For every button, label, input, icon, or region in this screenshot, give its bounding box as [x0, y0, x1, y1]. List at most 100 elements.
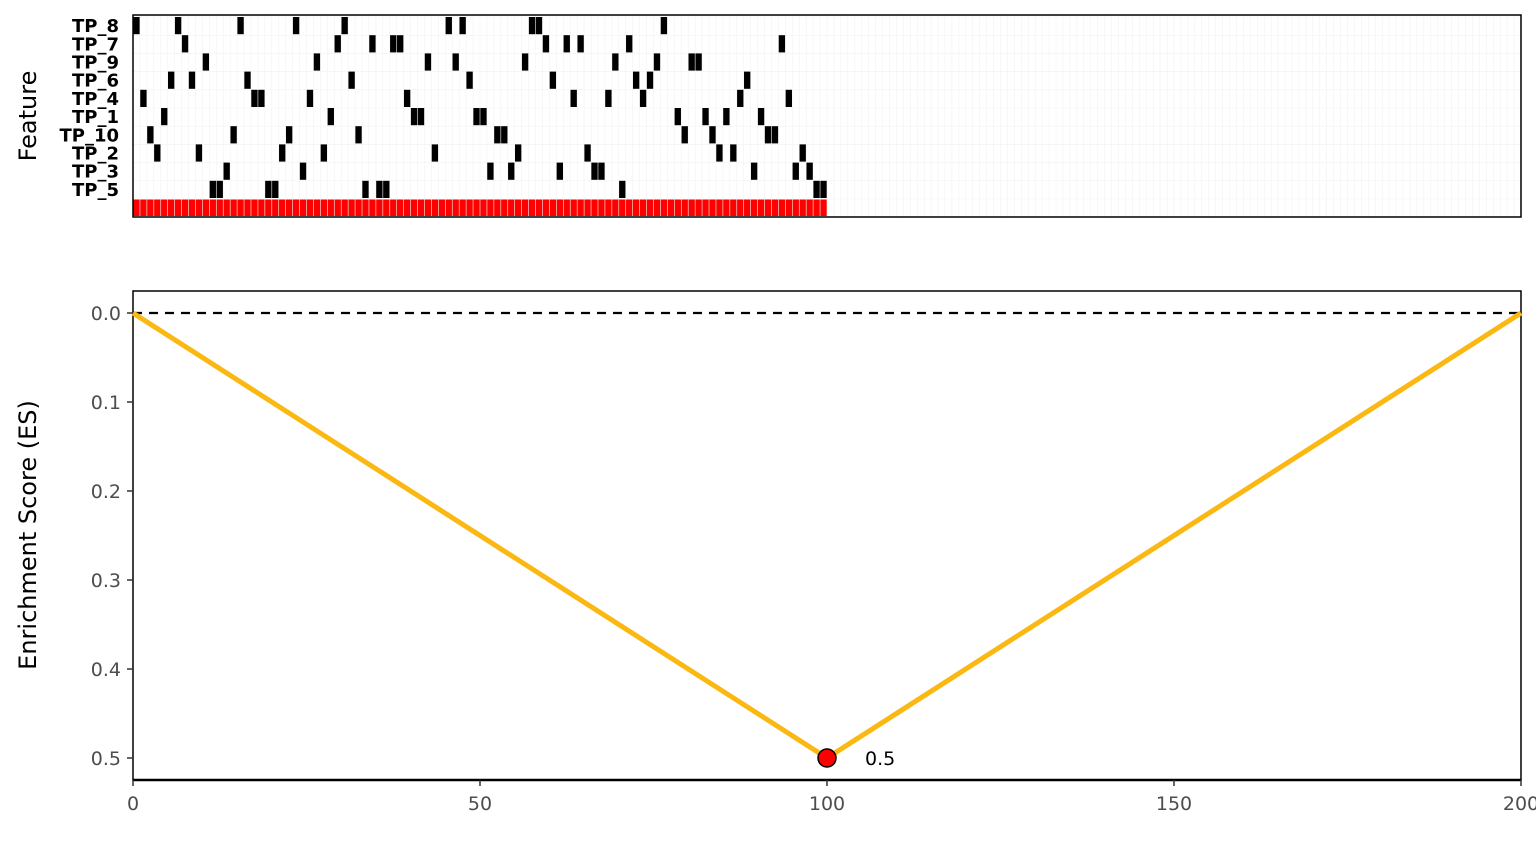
- heatmap-cell-mark: [688, 53, 695, 71]
- highlight-cell: [646, 199, 654, 216]
- highlight-cell: [626, 199, 633, 216]
- es-x-tick-label: 150: [1156, 793, 1192, 815]
- heatmap-cell-mark: [174, 17, 182, 35]
- heatmap-cell-mark: [265, 180, 272, 198]
- highlight-cell: [820, 199, 827, 216]
- heatmap-cell-mark: [334, 35, 341, 53]
- heatmap-cell-mark: [327, 108, 334, 126]
- highlight-cell: [702, 199, 709, 216]
- highlight-cell: [813, 199, 820, 216]
- highlight-cell: [549, 199, 557, 216]
- highlight-cell: [750, 199, 758, 216]
- es-peak-point: [817, 748, 837, 768]
- highlight-cell: [403, 199, 411, 216]
- heatmap-cell-mark: [133, 17, 140, 35]
- highlight-cell: [501, 199, 508, 216]
- es-y-tick-label: 0.4: [91, 659, 121, 681]
- es-panel-border: [132, 290, 1522, 781]
- heatmap-cell-mark: [320, 144, 328, 162]
- heatmap-cell-mark: [403, 89, 411, 107]
- heatmap-cell-mark: [619, 180, 626, 198]
- heatmap-cell-mark: [757, 108, 765, 126]
- heatmap-cell-mark: [487, 162, 494, 180]
- heatmap-cell-mark: [632, 71, 640, 89]
- highlight-cell: [188, 199, 196, 216]
- heatmap-cell-mark: [584, 144, 591, 162]
- highlight-cell: [577, 199, 584, 216]
- highlight-cell: [320, 199, 328, 216]
- heatmap-cell-mark: [605, 89, 612, 107]
- highlight-cell: [605, 199, 612, 216]
- heatmap-cell-mark: [778, 35, 786, 53]
- highlight-cell: [619, 199, 626, 216]
- highlight-cell: [570, 199, 577, 216]
- heatmap-cell-mark: [181, 35, 189, 53]
- highlight-cell: [591, 199, 598, 216]
- highlight-cell: [390, 199, 397, 216]
- highlight-cell: [424, 199, 432, 216]
- highlight-cell: [480, 199, 487, 216]
- feature-label: TP_7: [72, 34, 119, 55]
- highlight-cell: [174, 199, 182, 216]
- heatmap-cell-mark: [348, 71, 355, 89]
- feature-labels: TP_8TP_7TP_9TP_6TP_4TP_1TP_10TP_2TP_3TP_…: [59, 16, 119, 201]
- heatmap-cell-mark: [716, 144, 723, 162]
- heatmap-cell-mark: [806, 162, 813, 180]
- highlight-cell: [723, 199, 730, 216]
- feature-label: TP_10: [59, 125, 119, 146]
- heatmap-cell-mark: [563, 35, 570, 53]
- heatmap-cell-mark: [154, 144, 161, 162]
- heatmap-cell-mark: [709, 126, 716, 144]
- highlight-cell: [473, 199, 480, 216]
- highlight-cell: [154, 199, 161, 216]
- highlight-cell: [161, 199, 168, 216]
- highlight-cell: [237, 199, 244, 216]
- highlight-cell: [376, 199, 383, 216]
- heatmap-cell-mark: [251, 89, 258, 107]
- heatmap-cell-mark: [161, 108, 168, 126]
- highlight-cell: [168, 199, 175, 216]
- highlight-cell: [133, 199, 140, 216]
- heatmap-gridlines: [133, 15, 1521, 217]
- highlight-cell: [709, 199, 716, 216]
- highlight-cell: [563, 199, 570, 216]
- es-x-tick-label: 100: [809, 793, 845, 815]
- heatmap-cell-mark: [521, 53, 529, 71]
- heatmap-cell-mark: [299, 162, 307, 180]
- highlight-cell: [285, 199, 293, 216]
- heatmap-cell-mark: [494, 126, 501, 144]
- feature-label: TP_8: [72, 16, 119, 37]
- highlight-cell: [688, 199, 695, 216]
- highlight-cell: [487, 199, 494, 216]
- highlight-cell: [695, 199, 702, 216]
- heatmap-cell-mark: [799, 144, 806, 162]
- heatmap-cell-mark: [750, 162, 758, 180]
- highlight-cell: [230, 199, 237, 216]
- highlight-cell: [292, 199, 300, 216]
- heatmap-cell-mark: [459, 17, 466, 35]
- heatmap-cell-mark: [612, 53, 619, 71]
- highlight-cell: [397, 199, 404, 216]
- es-x-tick-label: 200: [1503, 793, 1536, 815]
- highlight-cell: [612, 199, 619, 216]
- enrichment-score-panel: 0.5 0 50 100 150 200 0.0 0.1 0.2 0.3 0.4 0.5 Enri…: [14, 290, 1536, 815]
- heatmap-cell-mark: [341, 17, 348, 35]
- heatmap-cell-mark: [744, 71, 751, 89]
- highlight-cell: [778, 199, 786, 216]
- heatmap-cell-mark: [202, 53, 210, 71]
- highlight-cell: [528, 199, 536, 216]
- heatmap-cell-mark: [355, 126, 362, 144]
- heatmap-cell-mark: [535, 17, 543, 35]
- heatmap-cell-mark: [702, 108, 709, 126]
- heatmap-cell-mark: [820, 180, 827, 198]
- heatmap-cell-mark: [785, 89, 792, 107]
- heatmap-cell-mark: [376, 180, 383, 198]
- highlight-cell: [306, 199, 314, 216]
- highlight-cell: [764, 199, 772, 216]
- highlight-cell: [299, 199, 307, 216]
- heatmap-cell-mark: [549, 71, 557, 89]
- highlight-cell: [744, 199, 751, 216]
- highlight-cell: [341, 199, 348, 216]
- es-peak-label: 0.5: [865, 748, 895, 770]
